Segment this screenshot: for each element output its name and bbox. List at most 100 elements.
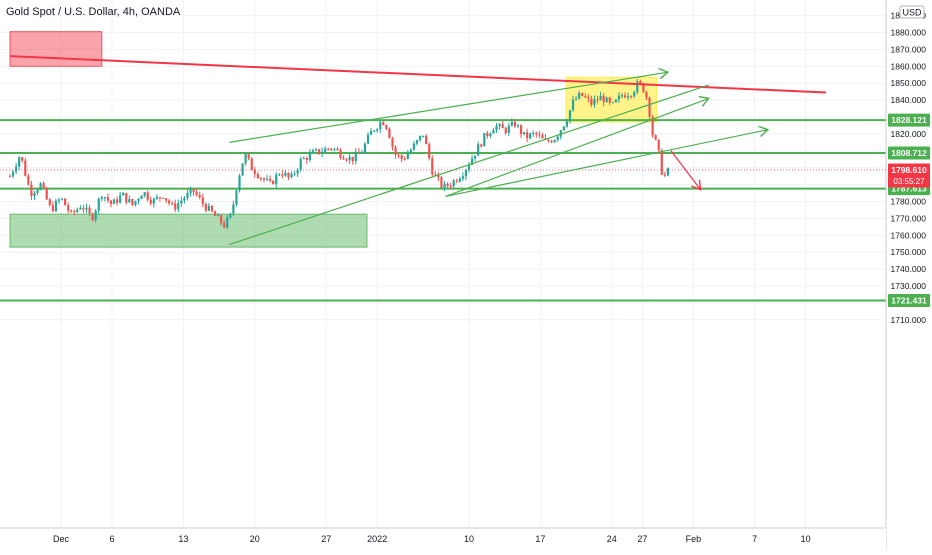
candle	[394, 145, 397, 159]
candle	[281, 170, 284, 179]
candle	[507, 123, 510, 137]
candle	[11, 169, 15, 179]
candle	[229, 212, 232, 219]
candle	[593, 95, 596, 108]
candle	[106, 193, 110, 203]
candle	[116, 196, 119, 206]
channel-mid-line[interactable]	[229, 84, 709, 246]
candle	[483, 133, 486, 147]
candle	[568, 109, 572, 124]
y-tick-label: 1760.000	[891, 230, 927, 240]
candle	[125, 192, 128, 205]
candle	[584, 93, 587, 99]
candle	[269, 175, 272, 183]
candle	[189, 186, 192, 197]
candle	[336, 146, 339, 151]
candle	[553, 139, 556, 143]
svg-text:1787.613: 1787.613	[891, 184, 927, 194]
candle	[648, 96, 651, 121]
x-tick-label: 7	[752, 534, 757, 544]
candle	[164, 198, 168, 203]
x-axis-ticks: Dec 6 13 20 27 2022 10 17 24 27 Feb 7 10	[53, 534, 811, 544]
candle	[654, 134, 657, 141]
candle	[287, 172, 290, 181]
candle	[195, 189, 198, 197]
candle	[354, 148, 357, 165]
candle	[60, 197, 64, 201]
currency-button[interactable]: USD	[899, 5, 925, 19]
candle	[535, 131, 538, 138]
candle	[440, 176, 443, 190]
candle	[412, 140, 416, 151]
candle	[562, 126, 565, 131]
candle	[660, 148, 663, 176]
candle	[428, 142, 431, 161]
candle	[39, 181, 42, 191]
candle	[57, 197, 61, 204]
candle	[137, 197, 140, 205]
candle	[100, 195, 103, 202]
svg-text:1721.431: 1721.431	[891, 295, 927, 305]
x-tick-label: 2022	[367, 534, 387, 544]
level-1828-label: 1828.121	[888, 113, 930, 127]
candle	[351, 156, 354, 165]
currency-label: USD	[902, 8, 922, 18]
candle-layer	[8, 78, 669, 230]
x-tick-label: 27	[321, 534, 331, 544]
level-1721-label: 1721.431	[888, 293, 930, 307]
candle	[663, 172, 666, 178]
candle	[54, 198, 57, 213]
price-labels: 1828.121 1808.712 1787.613 1721.431 1798.610…	[888, 113, 930, 307]
projection-arrow[interactable]	[670, 150, 702, 191]
channel-lower-line[interactable]	[445, 95, 710, 197]
x-tick-label: 17	[535, 534, 545, 544]
candle	[636, 78, 639, 95]
candle	[158, 196, 162, 202]
candle	[464, 168, 468, 181]
candle	[498, 122, 501, 130]
current-price-value: 1798.610	[891, 165, 927, 175]
candle	[265, 174, 269, 182]
candle	[140, 195, 143, 200]
candle	[431, 154, 434, 177]
breakout-line[interactable]	[445, 125, 770, 198]
candle	[207, 203, 210, 212]
candle	[42, 181, 45, 190]
demand-zone[interactable]	[9, 213, 368, 248]
candle	[73, 209, 76, 216]
candle	[516, 123, 520, 129]
candle	[85, 203, 88, 214]
candle	[596, 95, 599, 104]
candle	[27, 173, 30, 186]
y-tick-label: 1840.000	[891, 95, 927, 105]
candle	[247, 153, 250, 161]
candle	[571, 95, 575, 112]
channel-upper-line[interactable]	[229, 67, 670, 143]
candle	[131, 198, 134, 207]
candle	[599, 91, 602, 101]
y-tick-label: 1770.000	[891, 213, 927, 223]
candle	[385, 124, 388, 131]
candle	[409, 148, 412, 155]
candle	[522, 132, 526, 136]
candle	[67, 202, 70, 214]
candle	[18, 155, 21, 170]
x-tick-label: 10	[801, 534, 811, 544]
candle	[186, 189, 189, 201]
candle	[223, 219, 226, 229]
candle	[149, 196, 152, 206]
candle	[134, 200, 137, 207]
candle	[443, 180, 446, 192]
candle	[198, 191, 201, 200]
candle	[587, 94, 590, 103]
supply-zone[interactable]	[9, 31, 103, 67]
candle	[645, 90, 648, 101]
x-tick-label: Feb	[686, 534, 702, 544]
candle	[70, 209, 73, 214]
resistance-trendline[interactable]	[9, 55, 827, 94]
candle	[458, 176, 461, 183]
candle	[97, 197, 100, 215]
